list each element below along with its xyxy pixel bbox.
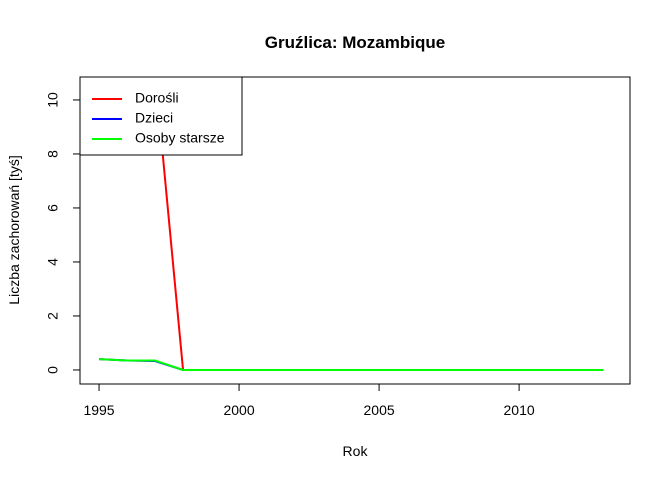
y-tick-label: 8: [45, 150, 61, 158]
x-axis-label: Rok: [343, 443, 369, 459]
y-tick-label: 6: [45, 204, 61, 212]
y-tick-label: 10: [45, 92, 61, 108]
legend-box: [79, 76, 243, 156]
series-line: [98, 358, 604, 371]
y-axis-label: Liczba zachorowań [tyś]: [6, 155, 22, 304]
plot-area: [98, 77, 604, 371]
y-tick-label: 0: [45, 366, 61, 374]
series-line: [98, 358, 604, 371]
y-tick-label: 4: [45, 258, 61, 266]
x-tick-label: 1995: [83, 402, 114, 418]
legend-label: Osoby starsze: [135, 130, 225, 146]
legend: Dorośli Dzieci Osoby starsze: [79, 76, 243, 156]
x-tick-label: 2010: [504, 402, 535, 418]
legend-label: Dorośli: [135, 90, 179, 106]
x-tick-label: 2000: [223, 402, 254, 418]
y-tick-label: 2: [45, 312, 61, 320]
x-tick-label: 2005: [364, 402, 395, 418]
chart-title: Gruźlica: Mozambique: [265, 33, 445, 52]
legend-label: Dzieci: [135, 110, 173, 126]
